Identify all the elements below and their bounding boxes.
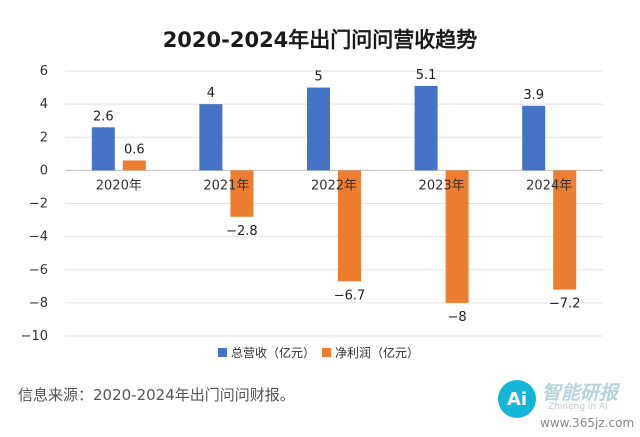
x-tick-label: 2020年 — [96, 178, 142, 193]
gridlines — [65, 70, 603, 337]
revenue-bar — [307, 87, 330, 171]
logo-text: 智能研报 — [542, 382, 619, 404]
ai-logo-icon: Ai — [498, 380, 536, 418]
revenue-bar — [199, 104, 223, 171]
y-tick-label: −4 — [29, 230, 48, 245]
profit-bar — [230, 170, 254, 217]
y-tick-label: 2 — [40, 130, 48, 145]
y-tick-label: 4 — [40, 97, 48, 112]
data-label: −6.7 — [334, 288, 366, 303]
data-label: −7.2 — [549, 297, 581, 312]
revenue-bar — [91, 127, 115, 171]
y-tick-label: 0 — [40, 163, 48, 178]
profit-bar — [338, 170, 361, 282]
y-tick-label: −8 — [29, 296, 48, 311]
y-tick-label: −6 — [29, 263, 48, 278]
legend: 总营收（亿元） 净利润（亿元） — [218, 345, 419, 360]
y-tick-label: 6 — [40, 64, 48, 79]
data-label: 5 — [314, 70, 322, 85]
profit-bar — [122, 160, 146, 171]
x-tick-label: 2024年 — [526, 178, 572, 193]
y-tick-label: −2 — [29, 197, 48, 212]
data-label: −8 — [448, 310, 467, 325]
x-tick-label: 2021年 — [203, 178, 249, 193]
site-watermark: www.365jz.com — [540, 416, 635, 430]
y-tick-label: −10 — [21, 329, 48, 344]
revenue-bar — [522, 105, 546, 171]
data-label: 0.6 — [124, 142, 145, 157]
bars: 2.6 0.6 4 −2.8 5 −6.7 5.1 −8 3.9 −7.2 — [91, 68, 581, 325]
chart-title: 2020-2024年出门问问营收趋势 — [163, 28, 478, 52]
profit-bar — [445, 170, 469, 303]
data-label: 2.6 — [93, 109, 114, 124]
y-axis: 6 4 2 0 −2 −4 −6 −8 −10 — [21, 64, 48, 344]
source-note: 信息来源：2020-2024年出门问问财报。 — [18, 386, 295, 404]
revenue-bar — [414, 85, 438, 171]
data-label: 3.9 — [523, 88, 544, 103]
data-label: −2.8 — [226, 224, 258, 239]
logo-subtext: Zhineng in AI — [548, 402, 608, 412]
legend-profit-label: 净利润（亿元） — [335, 345, 419, 360]
revenue-chart: 2020-2024年出门问问营收趋势 6 4 2 0 −2 −4 −6 −8 −10 2.6 0.… — [21, 28, 603, 360]
x-tick-label: 2022年 — [311, 178, 357, 193]
x-tick-label: 2023年 — [419, 178, 465, 193]
legend-revenue-swatch — [218, 348, 227, 357]
watermark-logo: Ai 智能研报 Zhineng in AI — [498, 376, 628, 426]
legend-revenue-label: 总营收（亿元） — [231, 345, 315, 360]
profit-bar — [553, 170, 577, 290]
x-axis-labels: 2020年 2021年 2022年 2023年 2024年 — [96, 178, 572, 193]
data-label: 4 — [207, 86, 215, 101]
data-label: 5.1 — [416, 68, 437, 83]
legend-profit-swatch — [322, 348, 331, 357]
